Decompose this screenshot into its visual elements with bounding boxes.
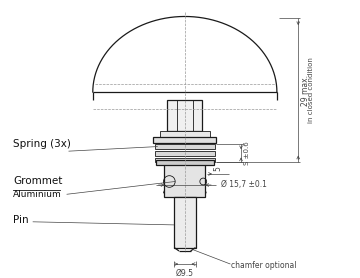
Text: 29 max.: 29 max. <box>301 75 310 106</box>
Text: 5: 5 <box>213 166 222 171</box>
Bar <box>155 158 215 162</box>
Text: Aluminium: Aluminium <box>13 190 62 199</box>
Bar <box>153 136 216 143</box>
Bar <box>165 162 205 197</box>
Text: Ø9.5: Ø9.5 <box>176 269 194 278</box>
Text: Pin: Pin <box>13 215 29 225</box>
Bar <box>167 100 202 131</box>
Text: in closed condition: in closed condition <box>308 58 314 123</box>
Bar <box>159 131 210 136</box>
Bar <box>155 151 215 155</box>
Bar <box>156 160 214 165</box>
Bar <box>174 197 195 248</box>
Text: Grommet: Grommet <box>13 176 63 186</box>
Text: chamfer optional: chamfer optional <box>231 260 297 270</box>
Bar <box>155 144 215 149</box>
Text: S ±0.6: S ±0.6 <box>244 142 250 165</box>
Text: Ø 15,7 ±0.1: Ø 15,7 ±0.1 <box>221 180 266 190</box>
Text: Spring (3x): Spring (3x) <box>13 139 71 149</box>
